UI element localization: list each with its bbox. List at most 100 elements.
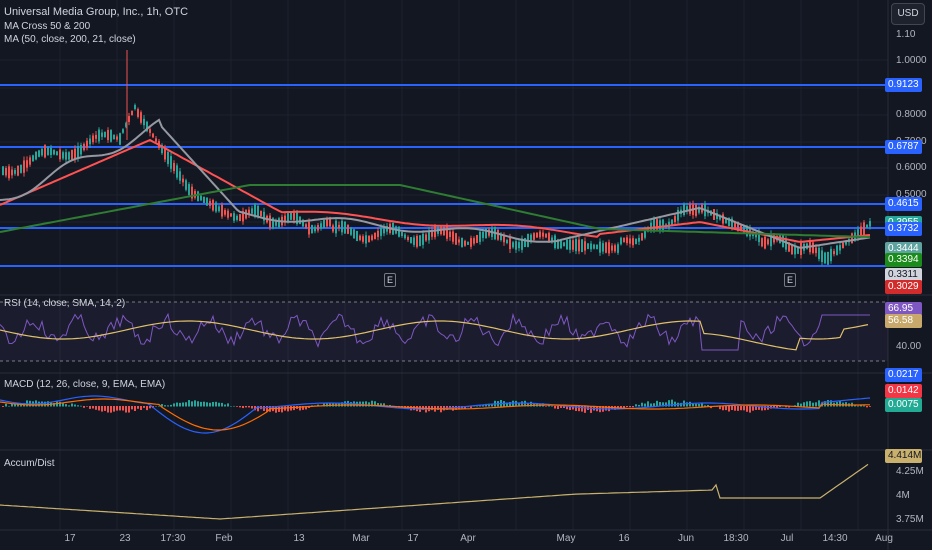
macd-histogram-bar (740, 406, 742, 411)
candle (2, 166, 4, 176)
macd-histogram-bar (191, 401, 193, 407)
macd-histogram-bar (680, 402, 682, 407)
candle (815, 247, 817, 254)
macd-tag: 0.0075 (885, 398, 922, 412)
time-axis-label[interactable]: Feb (215, 533, 233, 544)
rsi-band (0, 302, 888, 361)
candle (80, 145, 82, 155)
time-axis-label[interactable]: 17:30 (160, 533, 186, 544)
candle (632, 238, 634, 246)
time-axis-label[interactable]: Jun (677, 533, 695, 544)
time-axis-label[interactable]: 14:30 (822, 533, 848, 544)
macd-histogram-bar (623, 406, 625, 409)
candle (122, 129, 124, 133)
candle (524, 238, 526, 247)
candle (755, 233, 757, 238)
candle (785, 238, 787, 250)
macd-histogram-bar (797, 402, 799, 407)
time-axis-label[interactable]: 17 (64, 533, 76, 544)
macd-histogram-bar (236, 406, 238, 407)
candle (203, 196, 205, 203)
candle (503, 236, 505, 243)
price-tag: 0.4615 (885, 197, 922, 211)
candle (764, 236, 766, 249)
ma-legend[interactable]: MA (50, close, 200, 21, close) (4, 34, 136, 45)
time-axis-label[interactable]: Aug (875, 533, 893, 544)
candle (797, 246, 799, 254)
macd-histogram-bar (143, 406, 145, 408)
macd-histogram-bar (722, 406, 724, 411)
candle (386, 226, 388, 232)
earnings-marker[interactable]: E (784, 273, 796, 287)
ma-slow-line (0, 184, 871, 239)
candle (650, 222, 652, 230)
macd-histogram-bar (581, 406, 583, 412)
macd-histogram-bar (230, 405, 232, 407)
candle (596, 244, 598, 250)
macd-histogram-bar (242, 406, 244, 409)
candle (425, 234, 427, 241)
candle (44, 145, 46, 158)
time-axis-label[interactable]: 18:30 (723, 533, 749, 544)
candle (65, 152, 67, 160)
macd-histogram-bar (209, 402, 211, 407)
macd-histogram-bar (656, 400, 658, 407)
macd-histogram-bar (245, 406, 247, 408)
time-axis-label[interactable]: 17 (407, 533, 419, 544)
accum-dist-legend[interactable]: Accum/Dist (4, 458, 55, 469)
candle (506, 239, 508, 243)
candle (50, 147, 52, 155)
candle (338, 224, 340, 228)
rsi-legend[interactable]: RSI (14, close, SMA, 14, 2) (4, 298, 126, 309)
price-axis-label: 1.0000 (896, 55, 927, 66)
macd-histogram-bar (812, 402, 814, 407)
price-tag: 0.3311 (885, 268, 922, 282)
time-axis-label[interactable]: 13 (293, 533, 305, 544)
time-axis-label[interactable]: May (556, 533, 576, 544)
time-axis-label[interactable]: 23 (119, 533, 131, 544)
candle (284, 215, 286, 223)
candle (296, 211, 298, 225)
candle (332, 225, 334, 232)
candle (404, 234, 406, 239)
time-axis-label[interactable]: Mar (352, 533, 370, 544)
candle (761, 238, 763, 247)
macd-tag: 0.0217 (885, 368, 922, 382)
earnings-marker[interactable]: E (384, 273, 396, 287)
ma-cross-legend[interactable]: MA Cross 50 & 200 (4, 21, 91, 32)
macd-histogram-bar (863, 405, 865, 407)
macd-histogram-bar (179, 402, 181, 407)
candle (743, 225, 745, 234)
candle (533, 233, 535, 240)
candle (8, 166, 10, 179)
currency-button[interactable]: USD (891, 3, 925, 25)
symbol-title[interactable]: Universal Media Group, Inc., 1h, OTC (4, 6, 189, 18)
macd-histogram-bar (641, 402, 643, 407)
candle (62, 152, 64, 159)
candle (275, 221, 277, 226)
macd-histogram-bar (857, 405, 859, 407)
candle (260, 210, 262, 217)
candle (620, 237, 622, 245)
candle (614, 245, 616, 252)
candle (635, 238, 637, 244)
candle (557, 239, 559, 249)
candle (293, 213, 295, 220)
candle (659, 220, 661, 230)
macd-histogram-bar (362, 401, 364, 407)
candle (188, 184, 190, 195)
macd-histogram-bar (14, 404, 16, 407)
candle (593, 244, 595, 249)
macd-histogram-bar (809, 401, 811, 407)
candle (371, 235, 373, 240)
time-axis-label[interactable]: Jul (780, 533, 794, 544)
rsi-sma-line (0, 320, 869, 351)
macd-histogram-bar (779, 406, 781, 407)
time-axis-label[interactable]: 16 (618, 533, 630, 544)
macd-histogram-bar (239, 406, 241, 408)
time-axis-label[interactable]: Apr (460, 533, 476, 544)
macd-legend[interactable]: MACD (12, 26, close, 9, EMA, EMA) (4, 379, 166, 390)
price-tag: 0.3732 (885, 222, 922, 236)
macd-histogram-bar (11, 403, 13, 407)
